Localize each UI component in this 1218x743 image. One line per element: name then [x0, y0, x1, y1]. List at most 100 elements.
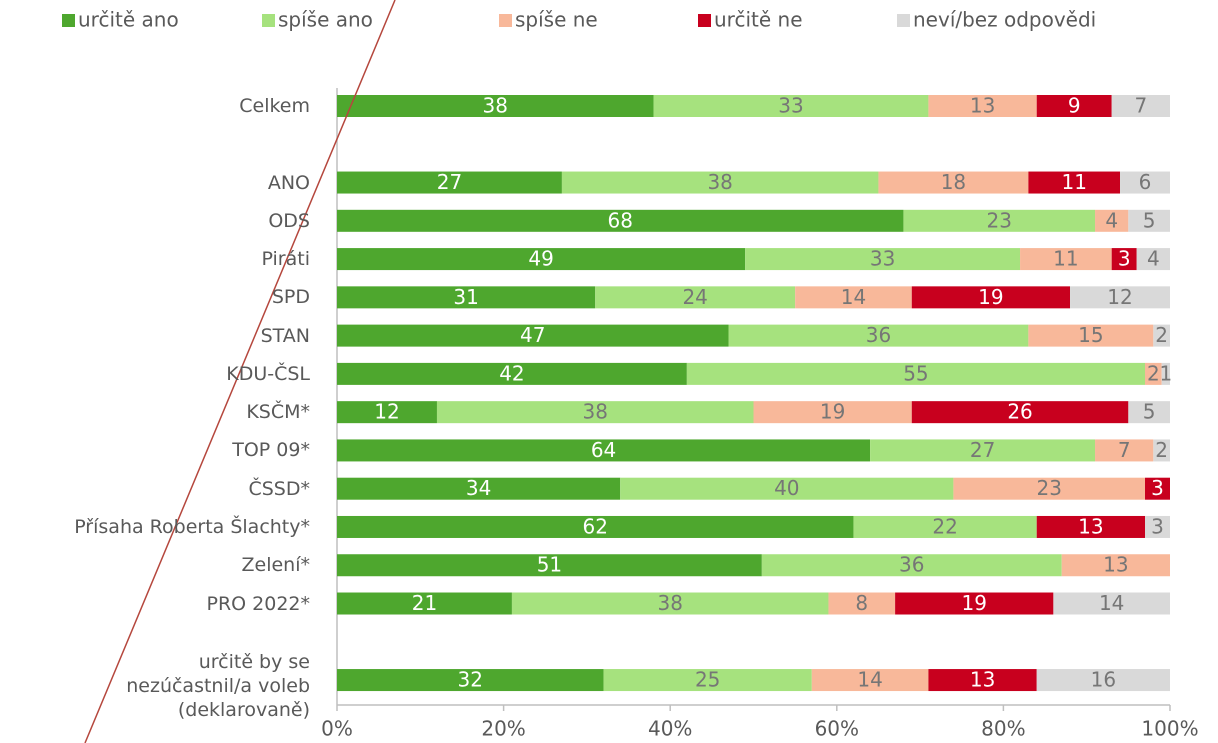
bar-segment — [895, 592, 1054, 615]
data-label: 14 — [841, 285, 866, 309]
category-label: určitě by se nezúčastnil/a voleb (deklar… — [126, 651, 310, 722]
legend-label: spíše ne — [515, 8, 598, 32]
legend-label: neví/bez odpovědi — [913, 8, 1096, 32]
data-label: 11 — [1053, 247, 1078, 271]
bar-segment — [1053, 592, 1170, 615]
data-label: 7 — [1118, 438, 1131, 462]
data-label: 32 — [458, 668, 483, 692]
data-label: 33 — [778, 94, 803, 118]
data-label: 8 — [855, 591, 868, 615]
legend-label: určitě ne — [714, 8, 803, 32]
bar-segment — [436, 401, 754, 424]
bar-segment — [1128, 401, 1170, 424]
bar-segment — [870, 439, 1096, 462]
data-label: 4 — [1147, 247, 1160, 271]
data-label: 5 — [1143, 208, 1156, 232]
bar-segment — [745, 248, 1021, 271]
data-label: 11 — [1061, 170, 1086, 194]
x-tick-label: 80% — [981, 717, 1025, 741]
bar-segment — [337, 95, 654, 117]
data-label: 25 — [695, 668, 720, 692]
data-label: 13 — [1078, 514, 1103, 538]
x-tick-label: 20% — [481, 717, 525, 741]
bar-segment — [337, 439, 871, 462]
bar-segment — [653, 95, 929, 117]
data-label: 6 — [1139, 170, 1152, 194]
data-label: 49 — [528, 247, 553, 271]
data-label: 7 — [1134, 94, 1147, 118]
bar-segment — [1120, 171, 1170, 194]
bar-segment — [761, 554, 1062, 577]
legend-label: určitě ano — [78, 8, 179, 32]
data-label: 13 — [1103, 553, 1128, 577]
bar-segment — [1111, 95, 1170, 117]
bar-segment — [337, 515, 854, 538]
category-label: KSČM* — [246, 401, 310, 424]
x-tick-label: 100% — [1141, 717, 1198, 741]
bar-segment — [337, 592, 512, 615]
bar-segment — [1153, 439, 1170, 462]
data-label: 18 — [941, 170, 966, 194]
x-tick-label: 0% — [321, 717, 353, 741]
category-label: KDU-ČSL — [226, 362, 310, 385]
data-label: 47 — [520, 323, 545, 347]
data-label: 31 — [453, 285, 478, 309]
bar-segment — [511, 592, 829, 615]
bar-segment — [337, 554, 762, 577]
data-label: 3 — [1151, 514, 1164, 538]
bar-segment — [1153, 324, 1170, 347]
bar-segment — [686, 362, 1146, 385]
data-label: 13 — [970, 668, 995, 692]
data-label: 64 — [591, 438, 616, 462]
bar-segment — [337, 669, 604, 692]
bar-segment — [878, 171, 1029, 194]
data-label: 5 — [1143, 400, 1156, 424]
data-label: 36 — [866, 323, 891, 347]
data-label: 38 — [483, 94, 508, 118]
bar-segment — [1036, 95, 1112, 117]
bar-segment — [753, 401, 912, 424]
data-label: 16 — [1091, 668, 1116, 692]
bar-segment — [337, 401, 437, 424]
data-label: 13 — [970, 94, 995, 118]
legend-swatch — [499, 14, 512, 27]
category-label: ANO — [267, 171, 310, 194]
data-label: 19 — [978, 285, 1003, 309]
bar-segment — [903, 209, 1096, 232]
legend-swatch — [897, 14, 910, 27]
bar-segment — [811, 669, 929, 692]
data-label: 19 — [820, 400, 845, 424]
data-label: 3 — [1151, 476, 1164, 500]
bar-segment — [1095, 439, 1154, 462]
data-label: 2 — [1155, 323, 1168, 347]
bar-segment — [1020, 248, 1112, 271]
bar-segment — [337, 477, 621, 500]
data-label: 1 — [1159, 361, 1172, 385]
data-label: 2 — [1147, 361, 1160, 385]
bar-segment — [337, 248, 746, 271]
bar-segment — [1128, 209, 1170, 232]
data-label: 36 — [899, 553, 924, 577]
data-label: 12 — [1107, 285, 1132, 309]
bar-segment — [795, 286, 912, 309]
data-label: 51 — [537, 553, 562, 577]
data-label: 15 — [1078, 323, 1103, 347]
bar-segment — [911, 286, 1071, 309]
bar-segment — [561, 171, 879, 194]
bar-segment — [1036, 669, 1170, 692]
bar-segment — [1036, 515, 1146, 538]
data-label: 42 — [499, 361, 524, 385]
data-label: 38 — [707, 170, 732, 194]
bar-segment — [1161, 362, 1170, 385]
category-label: PRO 2022* — [206, 592, 310, 615]
bar-segment — [1095, 209, 1129, 232]
data-label: 27 — [970, 438, 995, 462]
bar-segment — [1061, 554, 1170, 577]
category-label: STAN — [260, 324, 310, 347]
bar-segment — [603, 669, 812, 692]
data-label: 38 — [657, 591, 682, 615]
x-tick-label: 60% — [815, 717, 859, 741]
category-label: ODS — [268, 209, 310, 232]
data-label: 26 — [1007, 400, 1032, 424]
